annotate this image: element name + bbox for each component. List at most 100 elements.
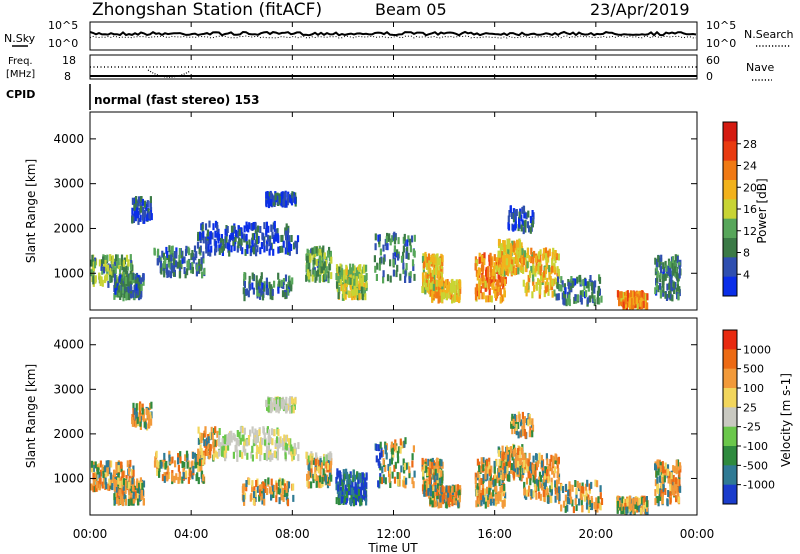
heatmap-cell bbox=[285, 434, 289, 442]
heatmap-cell bbox=[655, 264, 658, 272]
heatmap-cell bbox=[158, 255, 161, 263]
heatmap-cell bbox=[262, 427, 265, 435]
heatmap-cell bbox=[633, 296, 637, 304]
heatmap-cell bbox=[393, 249, 396, 257]
heatmap-cell bbox=[282, 199, 285, 207]
heatmap-cell bbox=[141, 274, 145, 282]
heatmap-cell bbox=[347, 484, 350, 492]
heatmap-cell bbox=[118, 489, 122, 497]
heatmap-cell bbox=[130, 498, 133, 506]
heatmap-cell bbox=[507, 215, 510, 223]
heatmap-cell bbox=[285, 284, 288, 292]
heatmap-cell bbox=[664, 273, 667, 281]
heatmap-cell bbox=[556, 487, 559, 495]
heatmap-cell bbox=[336, 468, 339, 476]
heatmap-cell bbox=[556, 480, 559, 488]
heatmap-cell bbox=[533, 284, 536, 292]
heatmap-cell bbox=[382, 257, 385, 265]
heatmap-cell bbox=[256, 445, 259, 452]
heatmap-cell bbox=[132, 402, 135, 410]
heatmap-cell bbox=[534, 470, 537, 478]
heatmap-cell bbox=[633, 497, 636, 505]
heatmap-cell bbox=[173, 265, 176, 273]
heatmap-cell bbox=[179, 451, 182, 459]
heatmap-cell bbox=[491, 278, 494, 286]
heatmap-cell bbox=[641, 302, 644, 310]
heatmap-cell bbox=[351, 293, 354, 301]
heatmap-cell bbox=[538, 456, 541, 464]
colorbar-swatch bbox=[723, 426, 737, 447]
heatmap-cell bbox=[125, 293, 128, 301]
heatmap-cell bbox=[149, 196, 152, 204]
heatmap-cell bbox=[549, 278, 552, 286]
heatmap-cell bbox=[428, 477, 431, 485]
heatmap-cell bbox=[442, 292, 446, 300]
heatmap-cell bbox=[120, 290, 123, 298]
heatmap-cell bbox=[110, 269, 113, 277]
heatmap-cell bbox=[263, 432, 266, 440]
heatmap-cell bbox=[509, 446, 512, 454]
heatmap-cell bbox=[481, 292, 484, 300]
heatmap-cell bbox=[481, 484, 484, 492]
heatmap-cell bbox=[506, 238, 509, 246]
heatmap-cell bbox=[527, 413, 530, 421]
heatmap-cell bbox=[511, 259, 514, 267]
heatmap-cell bbox=[236, 430, 239, 437]
heatmap-cell bbox=[672, 268, 675, 276]
heatmap-cell bbox=[544, 466, 547, 474]
heatmap-cell bbox=[199, 245, 202, 253]
heatmap-cell bbox=[590, 481, 593, 489]
heatmap-cell bbox=[168, 450, 171, 458]
heatmap-cell bbox=[346, 480, 349, 488]
heatmap-cell bbox=[290, 406, 293, 414]
heatmap-cell bbox=[568, 497, 571, 505]
heatmap-cell bbox=[489, 481, 492, 488]
heatmap-cell bbox=[207, 244, 210, 252]
heatmap-cell bbox=[478, 474, 481, 482]
heatmap-cell bbox=[232, 451, 235, 459]
heatmap-cell bbox=[259, 437, 262, 445]
heatmap-cell bbox=[619, 291, 622, 299]
heatmap-cell bbox=[552, 459, 555, 467]
heatmap-cell bbox=[495, 265, 498, 273]
heatmap-cell bbox=[156, 468, 159, 476]
heatmap-cell bbox=[667, 468, 670, 476]
heatmap-cell bbox=[504, 466, 507, 474]
heatmap-cell bbox=[408, 276, 411, 283]
heatmap-cell bbox=[638, 505, 641, 513]
heatmap-cell bbox=[132, 291, 135, 299]
heatmap-cell bbox=[667, 265, 670, 273]
heatmap-cell bbox=[136, 416, 139, 424]
heatmap-cell bbox=[579, 290, 582, 298]
heatmap-cell bbox=[204, 236, 208, 244]
heatmap-cell bbox=[131, 272, 134, 280]
heatmap-cell bbox=[153, 460, 157, 468]
heatmap-cell bbox=[200, 470, 204, 478]
heatmap-cell bbox=[229, 434, 232, 442]
heatmap-cell bbox=[273, 400, 276, 408]
heatmap-cell bbox=[621, 503, 624, 511]
heatmap-cell bbox=[491, 268, 494, 276]
heatmap-cell bbox=[132, 478, 135, 486]
heatmap-cell bbox=[132, 496, 135, 504]
heatmap-cell bbox=[214, 220, 218, 228]
heatmap-cell bbox=[202, 256, 205, 264]
heatmap-cell bbox=[256, 485, 259, 493]
heatmap-cell bbox=[549, 283, 552, 291]
heatmap-cell bbox=[513, 210, 517, 217]
heatmap-cell bbox=[347, 488, 350, 496]
heatmap-cell bbox=[500, 489, 503, 497]
heatmap-cell bbox=[247, 435, 251, 442]
heatmap-cell bbox=[535, 283, 538, 291]
heatmap-cell bbox=[495, 257, 498, 265]
heatmap-cell bbox=[185, 245, 188, 253]
heatmap-cell bbox=[310, 457, 313, 465]
heatmap-cell bbox=[120, 493, 123, 501]
heatmap-cell bbox=[337, 292, 340, 300]
heatmap-cell bbox=[340, 486, 343, 494]
heatmap-cell bbox=[442, 492, 445, 500]
heatmap-cell bbox=[338, 266, 341, 274]
heatmap-cell bbox=[525, 282, 528, 290]
heatmap-cell bbox=[508, 254, 511, 262]
heatmap-cell bbox=[286, 485, 289, 493]
